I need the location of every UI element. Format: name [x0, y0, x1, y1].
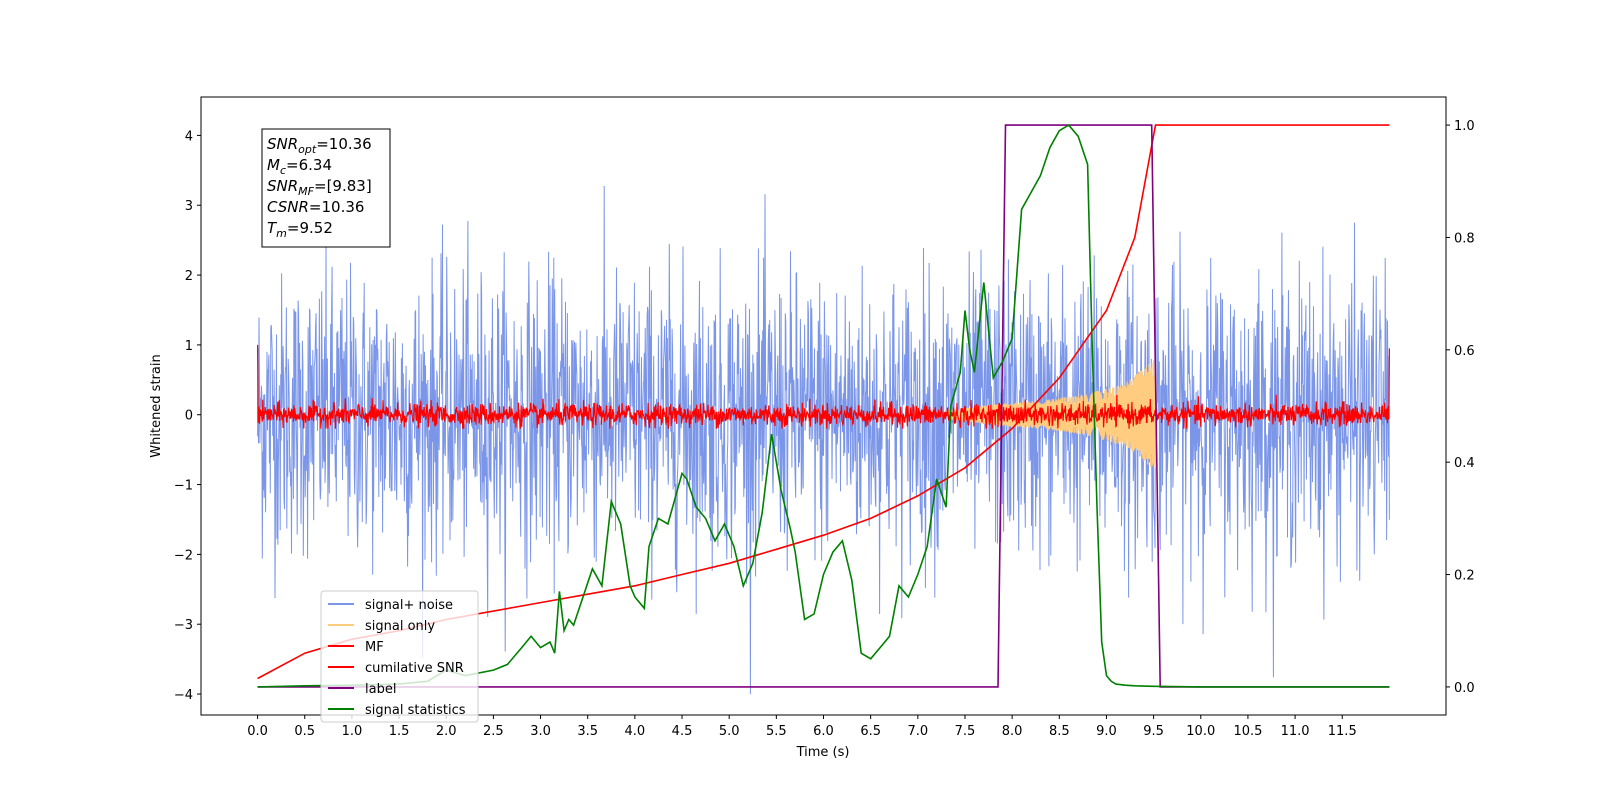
- x-tick-label: 5.5: [766, 724, 787, 739]
- series-signal-statistics: [257, 124, 1390, 688]
- info-box-line: Tm=9.52: [267, 219, 333, 240]
- y-left-tick-label: 4: [185, 129, 193, 144]
- info-box-line: Mc=6.34: [267, 156, 332, 177]
- x-tick-label: 11.5: [1328, 724, 1357, 739]
- legend-entry: label: [365, 682, 396, 697]
- legend-entry: cumilative SNR: [365, 661, 464, 676]
- info-box-line: SNRMF=[9.83]: [267, 177, 372, 198]
- x-tick-label: 9.5: [1143, 724, 1164, 739]
- y-right-tick-label: 0.0: [1454, 681, 1475, 696]
- x-tick-label: 1.0: [342, 724, 363, 739]
- legend-frame: [320, 590, 479, 723]
- x-tick-label: 1.5: [389, 724, 410, 739]
- legend-entry: signal+ noise: [365, 598, 453, 613]
- y-left-tick-label: 3: [185, 199, 193, 214]
- legend: signal+ noise signal only MF cumilative SNR…: [320, 590, 479, 723]
- legend-entry: signal statistics: [365, 703, 466, 718]
- x-tick-label: 3.0: [530, 724, 551, 739]
- x-tick-label: 10.0: [1186, 724, 1215, 739]
- series-mf: [257, 344, 1390, 429]
- x-tick-label: 8.0: [1002, 724, 1023, 739]
- x-tick-label: 0.5: [294, 724, 315, 739]
- y-left-axis-ticks: −4 −3 −2 −1 0 1 2 3 4: [174, 129, 201, 703]
- legend-entry: signal only: [365, 619, 435, 634]
- y-left-tick-label: −1: [174, 479, 193, 494]
- y-right-tick-label: 0.8: [1454, 231, 1475, 246]
- x-tick-label: 7.5: [955, 724, 976, 739]
- y-left-tick-label: −2: [174, 548, 193, 563]
- y-right-tick-label: 1.0: [1454, 119, 1475, 134]
- x-tick-label: 2.0: [436, 724, 457, 739]
- y-left-tick-label: 0: [185, 409, 193, 424]
- x-tick-label: 6.5: [860, 724, 881, 739]
- x-tick-label: 4.5: [672, 724, 693, 739]
- y-left-tick-label: 1: [185, 339, 193, 354]
- y-left-tick-label: −3: [174, 618, 193, 633]
- x-tick-label: 10.5: [1233, 724, 1262, 739]
- y-axis-label: Whitened strain: [149, 354, 164, 457]
- x-tick-label: 6.0: [813, 724, 834, 739]
- legend-entry: MF: [365, 640, 384, 655]
- info-box-line: CSNR=10.36: [267, 198, 364, 216]
- x-tick-label: 8.5: [1049, 724, 1070, 739]
- info-box: SNRopt=10.36Mc=6.34SNRMF=[9.83]CSNR=10.3…: [261, 128, 391, 248]
- x-tick-label: 2.5: [483, 724, 504, 739]
- y-right-tick-label: 0.2: [1454, 569, 1475, 584]
- x-axis-ticks: 0.0 0.5 1.0 1.5 2.0 2.5 3.0 3.5 4.0 4.5 5.0 5.5 6.0 6…: [247, 715, 1357, 739]
- y-left-tick-label: −4: [174, 688, 193, 703]
- x-tick-label: 4.0: [625, 724, 646, 739]
- x-tick-label: 11.0: [1281, 724, 1310, 739]
- y-right-tick-label: 0.6: [1454, 344, 1475, 359]
- series-signal-only: [945, 359, 1157, 468]
- info-box-frame: [261, 128, 391, 248]
- info-box-line: SNRopt=10.36: [267, 135, 372, 156]
- x-tick-label: 9.0: [1096, 724, 1117, 739]
- x-tick-label: 0.0: [247, 724, 268, 739]
- x-tick-label: 3.5: [577, 724, 598, 739]
- x-tick-label: 7.0: [907, 724, 928, 739]
- x-tick-label: 5.0: [719, 724, 740, 739]
- y-right-axis-ticks: 0.0 0.2 0.4 0.6 0.8 1.0: [1446, 119, 1475, 696]
- y-left-tick-label: 2: [185, 269, 193, 284]
- series-signal-plus-noise: [257, 185, 1390, 695]
- x-axis-label: Time (s): [796, 745, 850, 760]
- y-right-tick-label: 0.4: [1454, 456, 1475, 471]
